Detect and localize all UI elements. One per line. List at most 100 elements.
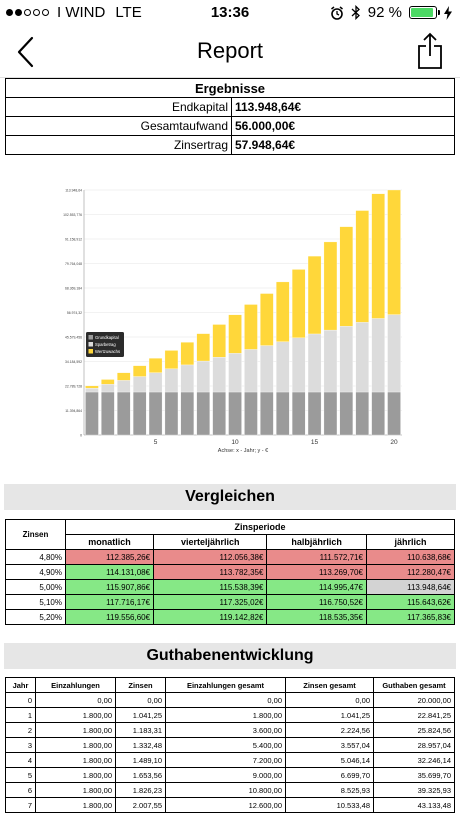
balance-cell: 1.041,25 xyxy=(115,707,166,723)
chart-bar-sparbetrag xyxy=(291,337,306,393)
compare-rate: 5,00% xyxy=(5,579,66,595)
compare-cell: 113.782,35€ xyxy=(153,564,268,580)
chart-bar-wertzuwachs xyxy=(291,269,306,338)
charging-icon xyxy=(444,5,452,20)
compare-rate-header: Zinsen xyxy=(5,519,66,550)
balance-cell: 43.133,48 xyxy=(373,797,455,813)
balance-row: 5 1.800,00 1.653,56 9.000,00 6.699,70 35.699,… xyxy=(5,767,455,783)
share-icon[interactable] xyxy=(416,32,444,70)
chart-bar-sparbetrag xyxy=(307,333,322,393)
results-label: Gesamtaufwand xyxy=(5,116,232,136)
results-label: Endkapital xyxy=(5,97,232,117)
compare-row: 5,00% 115.907,86€ 115.538,39€ 114.995,47… xyxy=(5,579,456,595)
y-tick-label: 113.948,64 xyxy=(65,189,82,193)
chart-bar-sparbetrag xyxy=(117,380,131,393)
balance-cell: 32.246,14 xyxy=(373,752,455,768)
compare-cell: 113.269,70€ xyxy=(266,564,367,580)
balance-cell: 10.800,00 xyxy=(165,782,286,798)
compare-cell: 112.385,26€ xyxy=(64,549,155,565)
y-tick-label: 102.553,776 xyxy=(63,213,82,217)
compare-row: 4,80% 112.385,26€ 112.056,38€ 111.572,71… xyxy=(5,549,456,565)
chart-bar-grundkapital xyxy=(196,391,210,436)
results-value: 113.948,64€ xyxy=(231,97,455,117)
compare-row: 5,10% 117.716,17€ 117.325,02€ 116.750,52… xyxy=(5,594,456,610)
results-row: Endkapital 113.948,64€ xyxy=(5,97,455,117)
chart-bar-grundkapital xyxy=(387,391,401,436)
chart-bar-wertzuwachs xyxy=(323,241,338,331)
balance-cell: 2.224,56 xyxy=(285,722,374,738)
chart-bar-wertzuwachs xyxy=(371,193,385,319)
compare-period-label: halbjährlich xyxy=(266,534,367,550)
compare-period-header: Zinsperiode xyxy=(65,519,455,535)
alarm-icon xyxy=(330,5,343,20)
chart-bar-wertzuwachs xyxy=(387,189,401,315)
carrier-name: I WIND xyxy=(57,4,106,21)
balance-row: 1 1.800,00 1.041,25 1.800,00 1.041,25 22.841,… xyxy=(5,707,455,723)
results-label: Zinsertrag xyxy=(5,135,232,155)
chart-bar-grundkapital xyxy=(101,391,115,436)
balance-cell: 39.325,93 xyxy=(373,782,455,798)
chart-bar-grundkapital xyxy=(260,391,274,436)
balance-cell: 3.557,04 xyxy=(285,737,374,753)
balance-cell: 1.332,48 xyxy=(115,737,166,753)
balance-cell: 5 xyxy=(5,767,36,783)
compare-cell: 115.643,62€ xyxy=(365,594,456,610)
y-tick-label: 22.789,728 xyxy=(65,385,82,389)
chart-bar-wertzuwachs xyxy=(276,281,290,342)
balance-cell: 1.800,00 xyxy=(165,707,286,723)
compare-row: 5,20% 119.556,60€ 119.142,82€ 118.535,35… xyxy=(5,609,456,625)
chart-bar-grundkapital xyxy=(132,391,147,436)
x-tick-label: 20 xyxy=(390,439,398,446)
balance-cell: 1.489,10 xyxy=(115,752,166,768)
balance-row: 2 1.800,00 1.183,31 3.600,00 2.224,56 25.824,… xyxy=(5,722,455,738)
balance-cell: 9.000,00 xyxy=(165,767,286,783)
balance-cell: 0 xyxy=(5,692,36,708)
chart-bar-grundkapital xyxy=(228,391,242,436)
page-title: Report xyxy=(196,38,264,63)
compare-cell: 117.325,02€ xyxy=(153,594,268,610)
balance-cell: 7.200,00 xyxy=(165,752,286,768)
balance-cell: 5.046,14 xyxy=(285,752,374,768)
balance-row: 6 1.800,00 1.826,23 10.800,00 8.525,93 39.325… xyxy=(5,782,455,798)
chart-bar-sparbetrag xyxy=(85,387,99,393)
balance-row: 4 1.800,00 1.489,10 7.200,00 5.046,14 32.246,… xyxy=(5,752,455,768)
results-value: 56.000,00€ xyxy=(231,116,455,136)
compare-cell: 114.995,47€ xyxy=(266,579,367,595)
growth-chart: 0 11.394,864 22.789,728 34.184,592 45.579,45… xyxy=(63,189,402,454)
signal-dot xyxy=(33,9,40,16)
compare-rate: 5,20% xyxy=(5,609,66,625)
results-row: Zinsertrag 57.948,64€ xyxy=(5,135,455,155)
y-tick-label: 56.974,32 xyxy=(67,311,82,315)
chart-bar-grundkapital xyxy=(276,391,290,436)
balance-row: 7 1.800,00 2.007,55 12.600,00 10.533,48 43.13… xyxy=(5,797,455,813)
chart-bar-sparbetrag xyxy=(212,357,226,393)
results-row: Gesamtaufwand 56.000,00€ xyxy=(5,116,455,136)
balance-cell: 2 xyxy=(5,722,36,738)
x-tick-label: 5 xyxy=(154,439,158,446)
compare-cell: 110.638,68€ xyxy=(365,549,456,565)
chart-bar-sparbetrag xyxy=(323,329,338,393)
legend-swatch xyxy=(88,349,93,354)
balance-cell: 1.800,00 xyxy=(35,752,116,768)
x-tick-label: 15 xyxy=(311,439,319,446)
bluetooth-icon xyxy=(351,5,360,20)
balance-cell: 22.841,25 xyxy=(373,707,455,723)
compare-cell: 114.131,08€ xyxy=(64,564,155,580)
balance-header-cell: Einzahlungen gesamt xyxy=(165,677,286,693)
chart-bar-sparbetrag xyxy=(339,326,354,393)
balance-header-cell: Zinsen xyxy=(115,677,166,693)
chevron-left-icon[interactable] xyxy=(12,32,42,72)
balance-header-cell: Einzahlungen xyxy=(35,677,116,693)
balance-cell: 0,00 xyxy=(285,692,374,708)
signal-strength-icon xyxy=(6,9,49,16)
chart-bar-wertzuwachs xyxy=(85,385,99,389)
balance-cell: 25.824,56 xyxy=(373,722,455,738)
y-tick-label: 91.158,912 xyxy=(65,238,82,242)
compare-period-label: monatlich xyxy=(64,534,155,550)
chart-bar-sparbetrag xyxy=(355,322,369,393)
chart-bar-sparbetrag xyxy=(132,376,147,393)
chart-bar-grundkapital xyxy=(339,391,354,436)
balance-cell: 8.525,93 xyxy=(285,782,374,798)
navigation-bar: Report xyxy=(0,26,460,78)
compare-cell: 112.280,47€ xyxy=(365,564,456,580)
